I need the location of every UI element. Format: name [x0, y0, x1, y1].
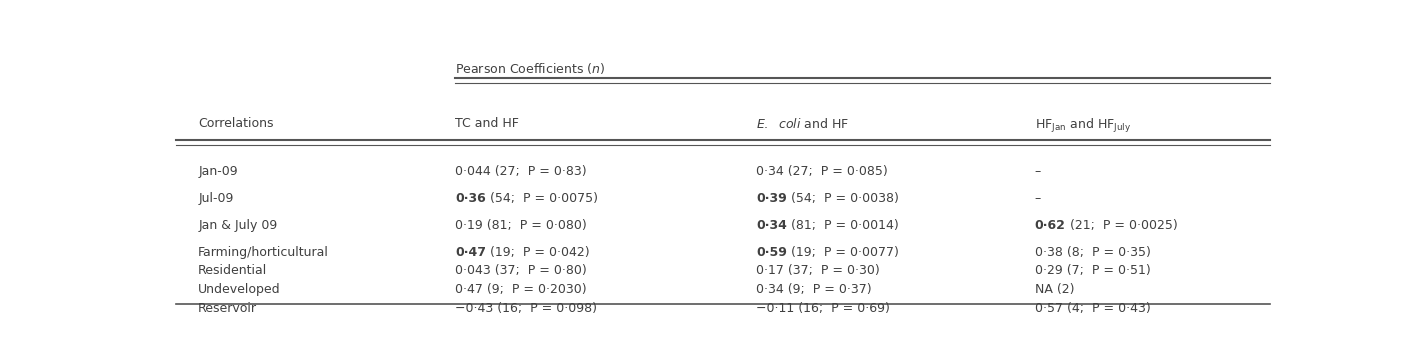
Text: 0·29 (7;  P = 0·51): 0·29 (7; P = 0·51)	[1034, 264, 1150, 277]
Text: Jan-09: Jan-09	[198, 165, 238, 178]
Text: Pearson Coefficients ($n$): Pearson Coefficients ($n$)	[456, 61, 605, 76]
Text: Correlations: Correlations	[198, 117, 274, 130]
Text: 0·36: 0·36	[456, 192, 485, 205]
Text: 0·34 (27;  P = 0·085): 0·34 (27; P = 0·085)	[756, 165, 888, 178]
Text: (19;  P = 0·042): (19; P = 0·042)	[487, 246, 590, 259]
Text: Jan & July 09: Jan & July 09	[198, 219, 278, 232]
Text: $\it{E.}$  $\it{coli}$ and HF: $\it{E.}$ $\it{coli}$ and HF	[756, 117, 849, 131]
Text: Farming/horticultural: Farming/horticultural	[198, 246, 329, 259]
Text: 0·17 (37;  P = 0·30): 0·17 (37; P = 0·30)	[756, 264, 879, 277]
Text: Reservoir: Reservoir	[198, 302, 257, 315]
Text: −0·43 (16;  P = 0·098): −0·43 (16; P = 0·098)	[456, 302, 597, 315]
Text: Jul-09: Jul-09	[198, 192, 234, 205]
Text: 0·62: 0·62	[1034, 219, 1065, 232]
Text: –: –	[1034, 192, 1041, 205]
Text: NA (2): NA (2)	[1034, 283, 1074, 296]
Text: 0·34 (9;  P = 0·37): 0·34 (9; P = 0·37)	[756, 283, 872, 296]
Text: 0·57 (4;  P = 0·43): 0·57 (4; P = 0·43)	[1034, 302, 1150, 315]
Text: 0·044 (27;  P = 0·83): 0·044 (27; P = 0·83)	[456, 165, 587, 178]
Text: Undeveloped: Undeveloped	[198, 283, 281, 296]
Text: TC and HF: TC and HF	[456, 117, 519, 130]
Text: (19;  P = 0·0077): (19; P = 0·0077)	[787, 246, 899, 259]
Text: (81;  P = 0·0014): (81; P = 0·0014)	[787, 219, 899, 232]
Text: (54;  P = 0·0075): (54; P = 0·0075)	[485, 192, 598, 205]
Text: 0·34: 0·34	[756, 219, 787, 232]
Text: (54;  P = 0·0038): (54; P = 0·0038)	[787, 192, 899, 205]
Text: 0·47: 0·47	[456, 246, 487, 259]
Text: 0·38 (8;  P = 0·35): 0·38 (8; P = 0·35)	[1034, 246, 1150, 259]
Text: 0·59: 0·59	[756, 246, 787, 259]
Text: (21;  P = 0·0025): (21; P = 0·0025)	[1065, 219, 1177, 232]
Text: –: –	[1034, 165, 1041, 178]
Text: Residential: Residential	[198, 264, 268, 277]
Text: 0·043 (37;  P = 0·80): 0·043 (37; P = 0·80)	[456, 264, 587, 277]
Text: HF$_\mathregular{Jan}$ and HF$_\mathregular{July}$: HF$_\mathregular{Jan}$ and HF$_\mathregu…	[1034, 117, 1132, 135]
Text: 0·39: 0·39	[756, 192, 787, 205]
Text: 0·19 (81;  P = 0·080): 0·19 (81; P = 0·080)	[456, 219, 587, 232]
Text: −0·11 (16;  P = 0·69): −0·11 (16; P = 0·69)	[756, 302, 890, 315]
Text: 0·47 (9;  P = 0·2030): 0·47 (9; P = 0·2030)	[456, 283, 587, 296]
